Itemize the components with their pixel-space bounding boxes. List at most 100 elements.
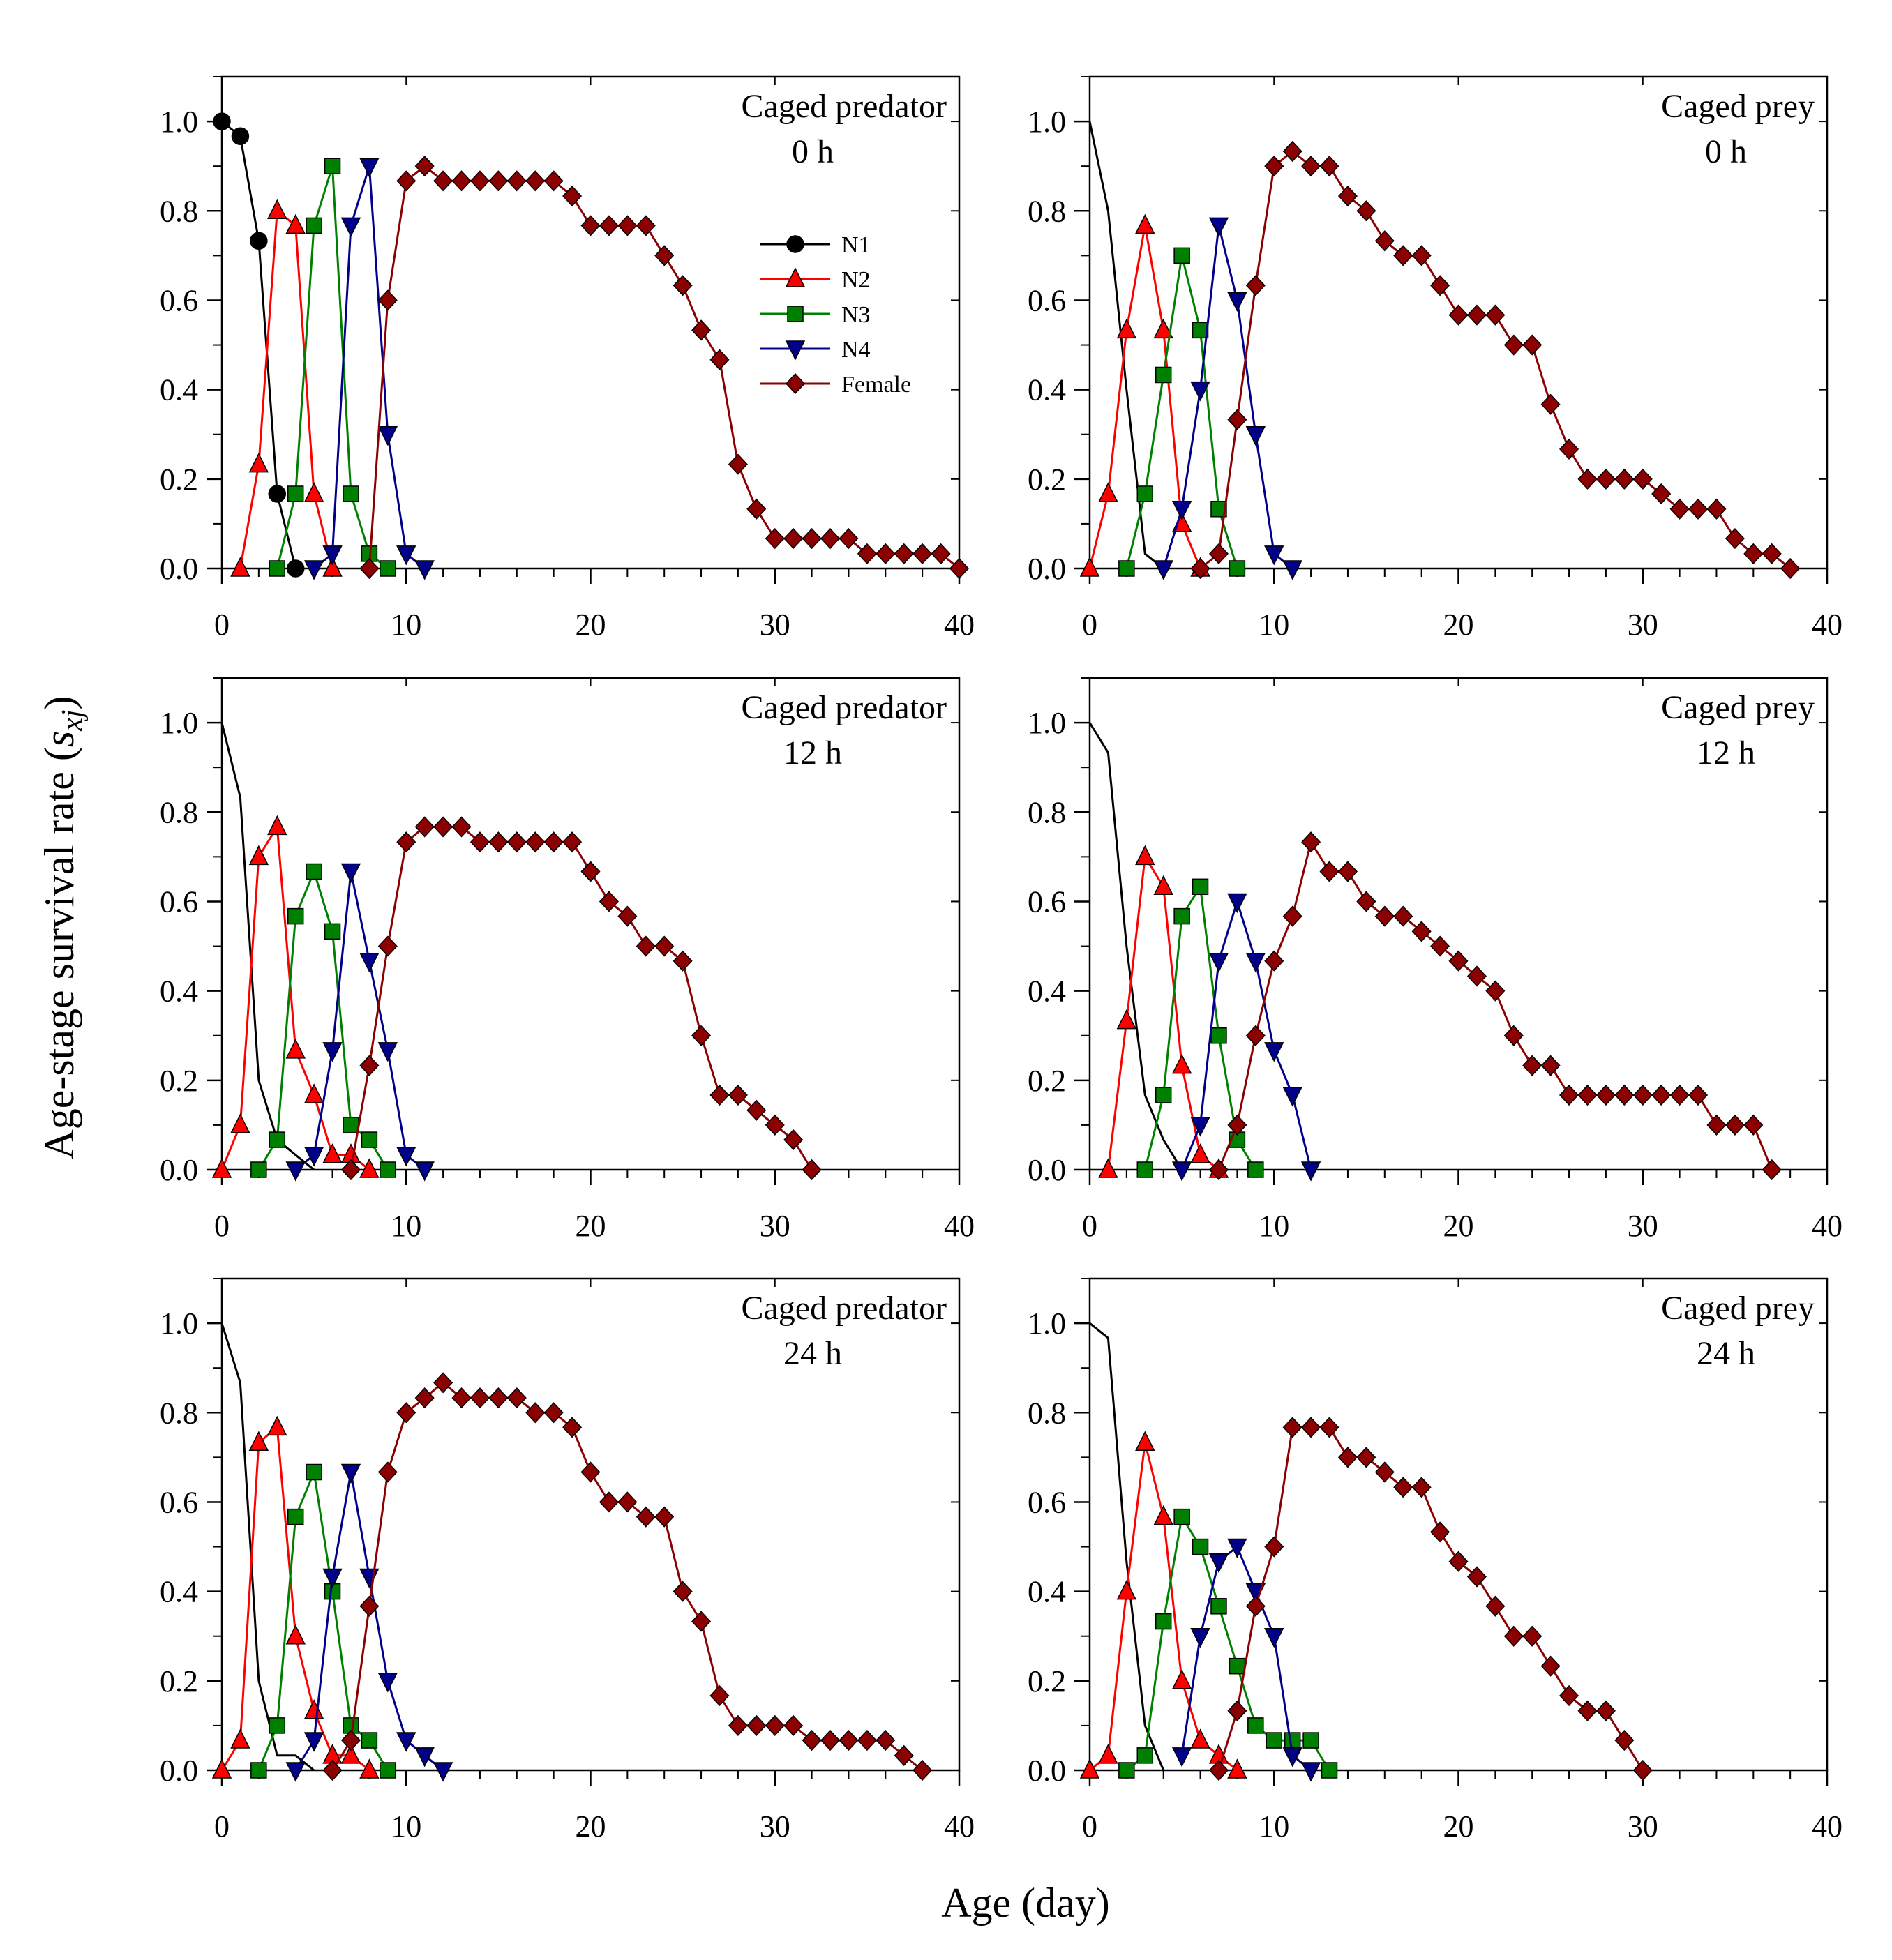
data-point-n4 (1264, 1627, 1284, 1648)
x-tick-label: 0 (1082, 608, 1097, 642)
y-tick-label: 0.8 (1028, 795, 1066, 829)
series-n3 (1118, 1508, 1338, 1779)
data-point-n2 (1153, 1505, 1173, 1525)
x-tick-label: 10 (1259, 608, 1289, 642)
data-point-female (377, 935, 398, 957)
panel-title: Caged predator (741, 88, 947, 125)
series-n1 (1089, 1322, 1165, 1771)
data-point-female (1282, 140, 1302, 163)
data-point-n3 (1192, 1538, 1209, 1555)
data-point-female (1301, 156, 1321, 177)
legend-marker-n2 (785, 267, 806, 287)
data-point-n2 (1079, 557, 1100, 577)
series-line-n1 (1089, 1322, 1165, 1771)
data-point-female (1374, 1461, 1395, 1483)
data-point-n4 (322, 1042, 343, 1062)
data-point-female (599, 1491, 619, 1513)
data-point-female (562, 831, 583, 853)
data-point-n2 (322, 1143, 343, 1163)
data-point-female (1264, 1536, 1284, 1558)
data-point-n3 (1136, 1747, 1154, 1764)
data-point-female (728, 1714, 748, 1737)
x-tick-label: 10 (1259, 1209, 1289, 1243)
data-point-n3 (1210, 501, 1227, 518)
series-n3 (250, 863, 396, 1178)
data-point-n4 (1171, 1747, 1192, 1767)
data-point-female (1466, 1566, 1487, 1588)
data-point-n2 (285, 1039, 306, 1059)
data-point-female (359, 1595, 380, 1617)
legend-entry-n2: N2 (760, 267, 871, 293)
data-point-female (1301, 1417, 1321, 1438)
panel-2: 0.0 0.2 0.4 0.6 0.8 1.0 0 10 20 30 40 Caged prey 0 h (1028, 75, 1842, 642)
data-point-female (1448, 950, 1469, 972)
y-tick-label: 0.2 (1028, 1664, 1066, 1698)
data-point-n2 (1153, 875, 1173, 896)
data-point-n4 (285, 1161, 306, 1182)
data-point-female (1725, 1114, 1745, 1136)
data-point-n2 (1098, 1744, 1118, 1764)
data-point-female (1319, 1417, 1339, 1438)
data-point-female (414, 156, 435, 177)
data-point-female (1614, 1729, 1635, 1751)
data-point-female (913, 1759, 933, 1781)
data-point-n4 (1227, 893, 1247, 914)
y-tick-label: 0.0 (160, 1754, 198, 1788)
data-point-n3 (306, 1463, 322, 1481)
data-point-female (673, 950, 693, 972)
series-female (340, 816, 822, 1181)
data-point-n1 (250, 232, 268, 250)
data-point-n3 (343, 485, 359, 502)
data-point-female (1614, 468, 1635, 490)
data-point-n3 (1210, 1598, 1227, 1615)
panel-6: 0.0 0.2 0.4 0.6 0.8 1.0 0 10 20 30 40 Caged prey 24 … (1028, 1277, 1842, 1844)
data-point-female (562, 186, 583, 207)
panel-title: Caged predator (741, 689, 947, 726)
data-point-female (1522, 1055, 1542, 1076)
data-point-n3 (1192, 878, 1209, 896)
data-point-n3 (269, 1131, 286, 1148)
legend-entry-female: Female (760, 372, 911, 398)
y-tick-label: 0.2 (160, 462, 198, 497)
data-point-n2 (1098, 482, 1118, 502)
data-point-female (894, 543, 914, 564)
panel-5: 0.0 0.2 0.4 0.6 0.8 1.0 0 10 20 30 40 Caged predato… (160, 1277, 975, 1844)
series-female (322, 1372, 933, 1781)
x-axis-title: Age (day) (941, 1880, 1110, 1926)
data-point-female (1282, 905, 1302, 927)
data-point-female (1503, 1625, 1524, 1647)
series-n1 (213, 112, 305, 578)
data-point-female (525, 170, 546, 192)
y-tick-label: 0.2 (160, 1664, 198, 1698)
data-point-n4 (414, 1161, 435, 1182)
data-point-female (654, 245, 675, 266)
data-point-female (580, 1461, 601, 1483)
series-n4 (285, 1463, 453, 1782)
data-point-n3 (1173, 1508, 1190, 1525)
data-point-n3 (1173, 907, 1190, 925)
data-point-female (691, 319, 712, 341)
data-point-female (414, 1387, 435, 1409)
data-point-female (1706, 1114, 1727, 1136)
data-point-female (1245, 1595, 1266, 1617)
series-female (1190, 140, 1801, 580)
data-point-female (1596, 1700, 1616, 1721)
data-point-n4 (303, 560, 324, 580)
data-point-female (451, 1387, 472, 1409)
data-point-female (1430, 935, 1450, 957)
data-point-female (728, 453, 748, 475)
data-point-female (1374, 905, 1395, 927)
data-point-female (1356, 891, 1376, 912)
data-point-female (506, 170, 527, 192)
data-point-female (1762, 543, 1782, 564)
data-point-female (1301, 831, 1321, 853)
y-tick-label: 0.6 (160, 283, 198, 317)
data-point-female (802, 1159, 822, 1181)
data-point-female (617, 905, 638, 927)
data-point-n3 (1118, 560, 1135, 577)
data-point-n3 (306, 863, 322, 880)
data-point-female (488, 831, 509, 853)
data-point-female (451, 816, 472, 838)
panel-subtitle: 0 h (1705, 133, 1747, 170)
data-point-female (506, 831, 527, 853)
